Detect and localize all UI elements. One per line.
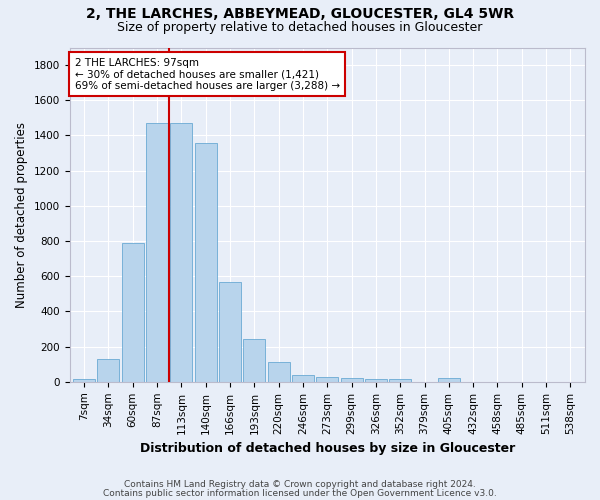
Text: 2 THE LARCHES: 97sqm
← 30% of detached houses are smaller (1,421)
69% of semi-de: 2 THE LARCHES: 97sqm ← 30% of detached h… — [74, 58, 340, 90]
Bar — [219, 282, 241, 382]
Text: 2, THE LARCHES, ABBEYMEAD, GLOUCESTER, GL4 5WR: 2, THE LARCHES, ABBEYMEAD, GLOUCESTER, G… — [86, 8, 514, 22]
Bar — [389, 379, 411, 382]
Bar — [195, 142, 217, 382]
X-axis label: Distribution of detached houses by size in Gloucester: Distribution of detached houses by size … — [140, 442, 515, 455]
Bar — [365, 378, 387, 382]
Bar — [73, 379, 95, 382]
Bar — [122, 243, 143, 382]
Bar — [268, 362, 290, 382]
Bar — [170, 123, 193, 382]
Bar — [316, 377, 338, 382]
Bar — [292, 375, 314, 382]
Text: Contains public sector information licensed under the Open Government Licence v3: Contains public sector information licen… — [103, 488, 497, 498]
Bar — [438, 378, 460, 382]
Bar — [97, 359, 119, 382]
Bar — [244, 338, 265, 382]
Bar — [341, 378, 362, 382]
Text: Size of property relative to detached houses in Gloucester: Size of property relative to detached ho… — [118, 21, 482, 34]
Y-axis label: Number of detached properties: Number of detached properties — [15, 122, 28, 308]
Bar — [146, 123, 168, 382]
Text: Contains HM Land Registry data © Crown copyright and database right 2024.: Contains HM Land Registry data © Crown c… — [124, 480, 476, 489]
